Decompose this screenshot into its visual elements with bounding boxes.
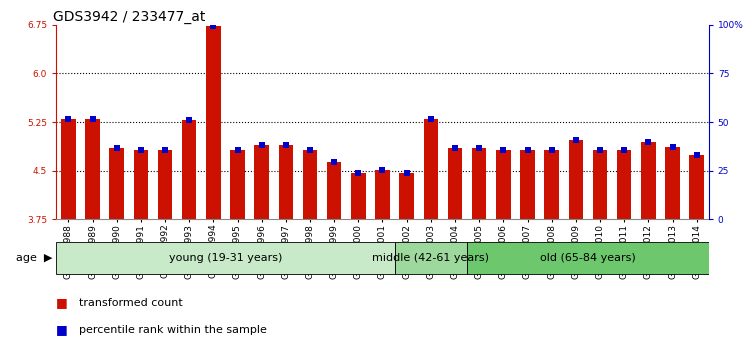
Bar [400, 173, 414, 219]
Bar [351, 173, 365, 219]
Bar [230, 150, 244, 219]
Bar [110, 148, 124, 219]
Bar [394, 242, 467, 274]
Bar [303, 150, 317, 219]
Bar [327, 162, 341, 219]
Bar [592, 150, 608, 219]
Text: ■: ■ [56, 296, 68, 309]
Bar [56, 242, 394, 274]
Bar [61, 119, 76, 219]
Bar [278, 145, 293, 219]
Bar [86, 119, 100, 219]
Bar [496, 150, 511, 219]
Bar [617, 150, 632, 219]
Bar [544, 150, 559, 219]
Text: middle (42-61 years): middle (42-61 years) [372, 253, 489, 263]
Text: GDS3942 / 233477_at: GDS3942 / 233477_at [53, 10, 206, 24]
Bar [467, 242, 709, 274]
Bar [568, 140, 583, 219]
Text: age  ▶: age ▶ [16, 253, 52, 263]
Bar [254, 145, 269, 219]
Bar [689, 155, 704, 219]
Bar [641, 142, 656, 219]
Bar [206, 26, 220, 219]
Bar [134, 150, 148, 219]
Bar [448, 148, 462, 219]
Bar [424, 119, 438, 219]
Text: ■: ■ [56, 324, 68, 336]
Text: young (19-31 years): young (19-31 years) [169, 253, 282, 263]
Bar [182, 120, 196, 219]
Bar [665, 147, 680, 219]
Bar [520, 150, 535, 219]
Text: percentile rank within the sample: percentile rank within the sample [79, 325, 267, 335]
Bar [472, 148, 487, 219]
Text: old (65-84 years): old (65-84 years) [540, 253, 636, 263]
Bar [158, 150, 172, 219]
Bar [375, 170, 390, 219]
Text: transformed count: transformed count [79, 298, 183, 308]
